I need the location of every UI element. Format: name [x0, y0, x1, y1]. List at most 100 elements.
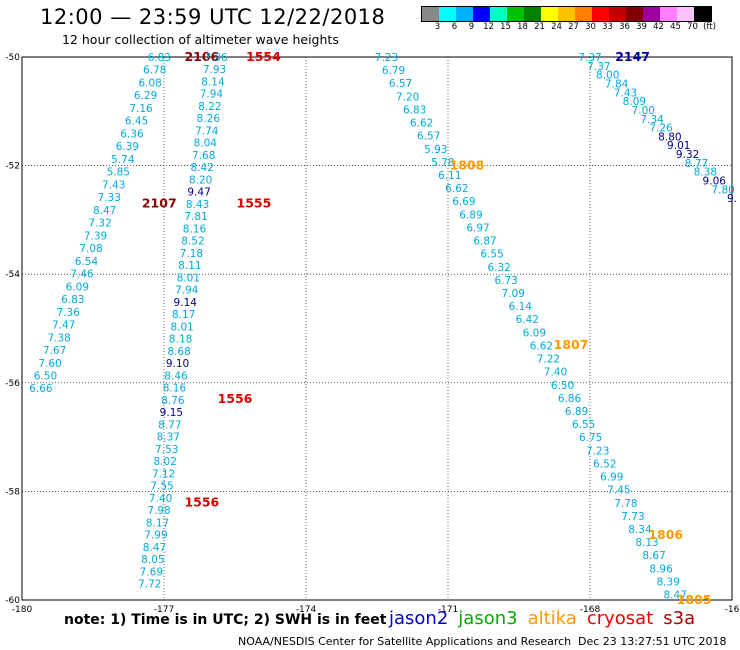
swh-value-cryosat: 8.14 [201, 76, 225, 88]
y-tick-label: -52 [5, 162, 20, 172]
swh-value-s3a: 6.54 [75, 256, 99, 268]
swh-value-cryosat: 7.94 [200, 89, 224, 101]
swh-value-cryosat: 8.17 [172, 309, 195, 321]
swh-value-s3a: 7.38 [47, 332, 70, 344]
plot-frame [21, 56, 733, 601]
swh-value-cryosat: 7.68 [192, 150, 215, 162]
swh-value-s3a: 6.78 [143, 65, 166, 77]
note-text: note: 1) Time is in UTC; 2) SWH is in fe… [64, 612, 387, 628]
scale-label: 70 [687, 22, 698, 32]
swh-value-jason2: 9.32 [676, 149, 699, 161]
swh-value-s3a: 6.45 [125, 116, 148, 128]
swh-value-jason2: 9. [727, 193, 737, 205]
swh-value-s3a: 8.47 [93, 205, 116, 217]
swh-value-s3a: 5.74 [111, 154, 135, 166]
swh-value-altika: 6.62 [445, 183, 468, 195]
y-tick-label: -58 [5, 487, 20, 497]
x-tick-label: -168 [580, 605, 601, 612]
swh-value-altika: 6.99 [600, 472, 623, 484]
chart-subtitle: 12 hour collection of altimeter wave hei… [62, 32, 339, 47]
x-tick-label: -174 [296, 605, 317, 612]
swh-value-altika: 6.55 [572, 419, 595, 431]
swh-value-s3a: 7.16 [129, 103, 153, 115]
legend-jason3: jason3 [458, 608, 518, 629]
swh-value-altika: 6.32 [487, 262, 510, 274]
swh-value-altika: 6.75 [579, 432, 602, 444]
scale-swatch [422, 7, 439, 21]
y-tick-label: -50 [5, 53, 20, 63]
swh-value-cryosat: 8.11 [178, 260, 201, 272]
scale-swatch [490, 7, 507, 21]
swh-value-cryosat: 8.42 [191, 162, 214, 174]
wave-height-map: -180 -177 -174 -171 -168 -16 -50 -52 -54 -56 -58 -6… [5, 49, 740, 612]
scale-swatch [575, 7, 592, 21]
swh-value-cryosat: 8.01 [177, 272, 200, 284]
scale-swatch [456, 7, 473, 21]
swh-value-s3a: 7.36 [57, 307, 81, 319]
scale-label: 39 [636, 22, 647, 32]
y-tick-label: -54 [5, 270, 20, 280]
swh-value-s3a: 7.43 [102, 179, 125, 191]
time-label-cryosat: 1555 [237, 196, 272, 211]
swh-value-s3a: 6.39 [116, 141, 139, 153]
swh-value-jason2: 8.09 [623, 96, 646, 108]
swh-value-cryosat: 7.74 [195, 125, 219, 137]
scale-label: 36 [619, 22, 630, 32]
swh-value-s3a: 6.29 [134, 90, 157, 102]
time-label-s3a: 2107 [142, 196, 177, 211]
scale-label: 24 [551, 22, 562, 32]
swh-value-s3a: 6.09 [66, 281, 89, 293]
swh-value-altika: 6.62 [410, 118, 433, 130]
swh-value-altika: 7.45 [607, 485, 630, 497]
satellite-legend: jason2 jason3 altika cryosat s3a [389, 608, 695, 629]
swh-value-s3a: 7.46 [70, 269, 94, 281]
swh-value-altika: 5.78 [431, 157, 454, 169]
swh-value-altika: 6.14 [509, 301, 533, 313]
scale-label: 42 [653, 22, 664, 32]
scale-swatch [660, 7, 677, 21]
swh-value-altika: 7.78 [614, 498, 637, 510]
swh-value-altika: 7.23 [586, 445, 609, 457]
swh-value-s3a: 7.08 [79, 243, 102, 255]
swh-value-cryosat: 8.37 [157, 432, 180, 444]
swh-value-cryosat: 9.47 [187, 187, 210, 199]
swh-value-altika: 6.83 [403, 104, 426, 116]
time-label-cryosat: 1554 [246, 49, 281, 64]
scale-label: 3 [434, 22, 441, 32]
swh-value-altika: 6.79 [382, 65, 405, 77]
swh-value-cryosat: 7.99 [144, 530, 167, 542]
swh-value-cryosat: 8.16 [163, 383, 187, 395]
scale-swatch [643, 7, 660, 21]
swh-value-jason2: 9.06 [703, 176, 727, 188]
time-label-altika: 1807 [554, 337, 589, 352]
swh-value-cryosat: 7.12 [152, 468, 175, 480]
swh-value-altika: 6.89 [459, 209, 482, 221]
legend-jason2: jason2 [389, 608, 449, 629]
swh-value-jason2: 8.00 [596, 70, 619, 82]
swh-value-s3a: 7.67 [43, 345, 66, 357]
time-label-s3a: 2106 [184, 49, 219, 64]
swh-value-s3a: 7.33 [98, 192, 121, 204]
swh-value-jason2: 7.34 [640, 114, 664, 126]
scale-swatch [609, 7, 626, 21]
swh-value-altika: 8.39 [656, 576, 679, 588]
scale-swatch [524, 7, 541, 21]
swh-value-cryosat: 8.52 [181, 236, 204, 248]
swh-value-altika: 6.09 [523, 327, 546, 339]
scale-label: 45 [670, 22, 681, 32]
swh-value-s3a: 7.47 [52, 320, 75, 332]
x-tick-label: -16 [725, 605, 740, 612]
time-label-altika: 1805 [677, 592, 712, 607]
swh-value-jason2: 7.37 [587, 61, 610, 73]
swh-value-jason2: 8.80 [658, 131, 681, 143]
swh-value-s3a: 7.60 [38, 358, 61, 370]
swh-value-altika: 6.73 [494, 275, 517, 287]
swh-value-altika: 6.89 [565, 406, 588, 418]
scale-label: 12 [483, 22, 494, 32]
swh-value-cryosat: 7.53 [155, 444, 178, 456]
swh-value-altika: 8.67 [642, 550, 665, 562]
swh-value-altika: 6.57 [417, 131, 440, 143]
swh-value-s3a: 6.08 [138, 77, 161, 89]
swh-value-altika: 7.40 [544, 367, 567, 379]
swh-value-jason2: 8.38 [694, 167, 717, 179]
